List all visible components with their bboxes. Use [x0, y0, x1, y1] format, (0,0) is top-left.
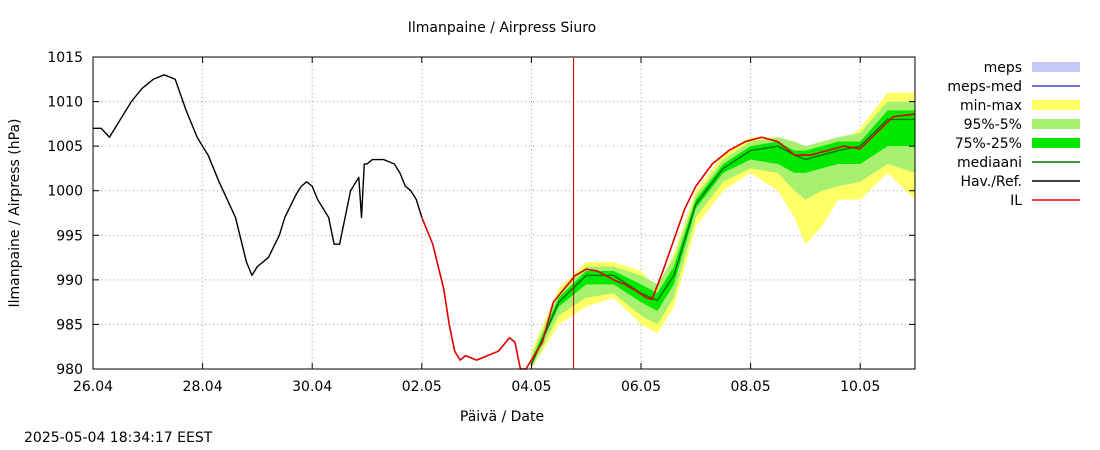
legend-swatch-min-max — [1032, 100, 1080, 110]
legend-label-il: IL — [1010, 193, 1022, 209]
y-axis-label: Ilmanpaine / Airpress (hPa) — [7, 119, 23, 308]
x-tick-label: 30.04 — [292, 379, 332, 395]
il-line — [421, 113, 916, 370]
legend-swatch-75-25 — [1032, 138, 1080, 148]
y-tick-label: 985 — [56, 317, 83, 333]
legend-label-hav-ref: Hav./Ref. — [960, 174, 1022, 190]
x-tick-label: 02.05 — [402, 379, 442, 395]
y-tick-label: 1000 — [47, 184, 83, 200]
legend-label-95-5: 95%-5% — [964, 117, 1022, 133]
y-tick-label: 1005 — [47, 139, 83, 155]
x-tick-label: 08.05 — [731, 379, 771, 395]
legend-label-mediaani: mediaani — [957, 155, 1022, 171]
legend-swatch-meps — [1032, 62, 1080, 72]
y-tick-label: 995 — [56, 228, 83, 244]
y-tick-label: 1015 — [47, 50, 83, 66]
tick-layer: 980 985 990 995 1000 1005 1010 1015 26.04 28.04 30… — [47, 50, 915, 395]
x-tick-label: 04.05 — [511, 379, 551, 395]
x-tick-label: 10.05 — [840, 379, 880, 395]
band-layer — [531, 92, 915, 370]
legend: meps meps-med min-max 95%-5% 75%-25% mediaani… — [947, 60, 1080, 209]
legend-label-meps-med: meps-med — [947, 79, 1022, 95]
y-tick-label: 990 — [56, 273, 83, 289]
legend-label-meps: meps — [984, 60, 1022, 76]
y-tick-label: 980 — [56, 362, 83, 378]
x-tick-label: 06.05 — [621, 379, 661, 395]
75-25-band — [531, 110, 915, 365]
chart-title: Ilmanpaine / Airpress Siuro — [408, 20, 596, 36]
timestamp: 2025-05-04 18:34:17 EEST — [24, 430, 213, 446]
plot-frame — [92, 56, 916, 370]
legend-label-min-max: min-max — [960, 98, 1022, 114]
x-axis-label: Päivä / Date — [460, 409, 544, 425]
legend-swatch-95-5 — [1032, 119, 1080, 129]
line-layer — [93, 74, 916, 370]
x-tick-label: 26.04 — [73, 379, 113, 395]
x-tick-label: 28.04 — [183, 379, 223, 395]
y-tick-label: 1010 — [47, 95, 83, 111]
legend-label-75-25: 75%-25% — [955, 136, 1022, 152]
mediaani-line — [530, 118, 915, 365]
hav-ref-line — [93, 74, 423, 277]
